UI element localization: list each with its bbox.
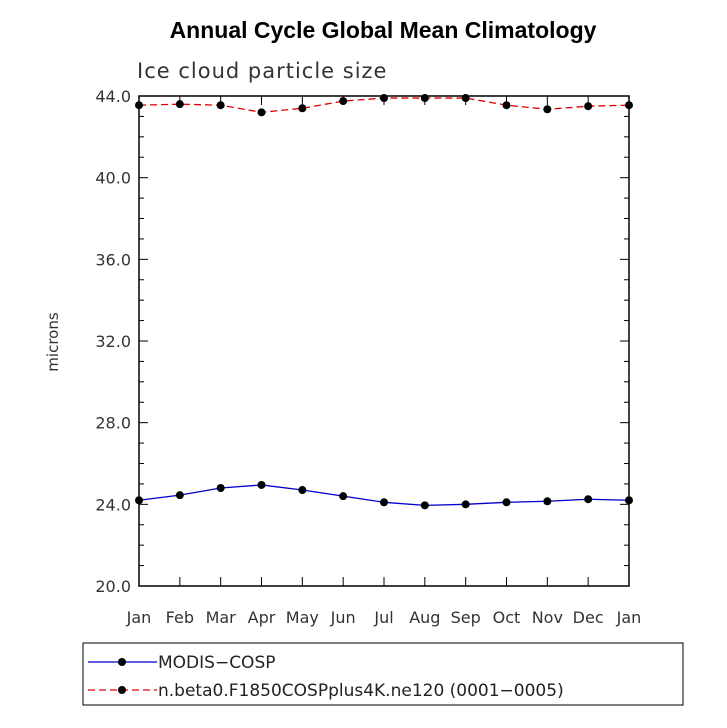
data-point <box>625 496 633 505</box>
data-point <box>175 100 184 109</box>
data-point <box>216 101 225 110</box>
data-point <box>135 101 143 110</box>
legend-marker <box>118 686 126 694</box>
data-point <box>257 480 266 489</box>
data-point <box>584 495 593 504</box>
y-tick-label: 32.0 <box>95 332 131 351</box>
legend-label: n.beta0.F1850COSPplus4K.ne120 (0001−0005… <box>158 681 564 701</box>
y-axis-label: microns <box>44 312 62 372</box>
x-tick-label: Jan <box>126 608 152 627</box>
x-tick-label: Mar <box>206 608 237 627</box>
x-tick-label: Sep <box>451 608 481 627</box>
x-tick-label: Feb <box>166 608 194 627</box>
y-tick-label: 36.0 <box>95 250 131 269</box>
y-tick-label: 40.0 <box>95 169 131 188</box>
axis-ticks: 20.0 24.0 28.0 32.0 36.0 40.0 44.0 Jan Feb Mar Apr… <box>95 87 641 627</box>
x-tick-label: Jan <box>616 608 642 627</box>
y-tick-label: 20.0 <box>95 577 131 596</box>
data-point <box>584 102 593 111</box>
x-tick-label: Apr <box>248 608 276 627</box>
data-point <box>420 501 429 510</box>
series-layer <box>135 94 633 510</box>
data-point <box>216 484 225 492</box>
y-tick-label: 28.0 <box>95 414 131 433</box>
data-point <box>339 492 348 501</box>
data-point <box>135 496 143 505</box>
data-point <box>543 105 552 114</box>
data-point <box>461 500 470 509</box>
data-point <box>543 497 552 506</box>
y-tick-label: 24.0 <box>95 495 131 514</box>
chart-subtitle: Ice cloud particle size <box>137 59 387 83</box>
legend: MODIS−COSP n.beta0.F1850COSPplus4K.ne120 … <box>88 653 564 701</box>
data-point <box>380 94 388 103</box>
legend-label: MODIS−COSP <box>158 653 275 673</box>
data-point <box>175 491 184 500</box>
x-tick-label: Nov <box>532 608 563 627</box>
data-point <box>625 101 633 110</box>
plot-frame <box>138 95 630 587</box>
data-point <box>298 104 307 113</box>
chart-title: Annual Cycle Global Mean Climatology <box>170 17 597 43</box>
x-tick-label: Jul <box>373 608 393 627</box>
data-point <box>502 101 511 110</box>
data-point <box>257 108 266 117</box>
x-tick-label: Oct <box>493 608 521 627</box>
data-point <box>461 94 470 103</box>
legend-box <box>82 642 684 706</box>
data-point <box>339 97 348 106</box>
x-tick-label: Jun <box>330 608 356 627</box>
x-tick-label: Aug <box>409 608 440 627</box>
data-point <box>420 94 429 103</box>
x-tick-label: May <box>286 608 319 627</box>
x-tick-label: Dec <box>573 608 604 627</box>
data-point <box>298 486 307 495</box>
data-point <box>380 498 388 507</box>
data-point <box>502 498 511 507</box>
legend-marker <box>118 658 126 666</box>
y-tick-label: 44.0 <box>95 87 131 106</box>
